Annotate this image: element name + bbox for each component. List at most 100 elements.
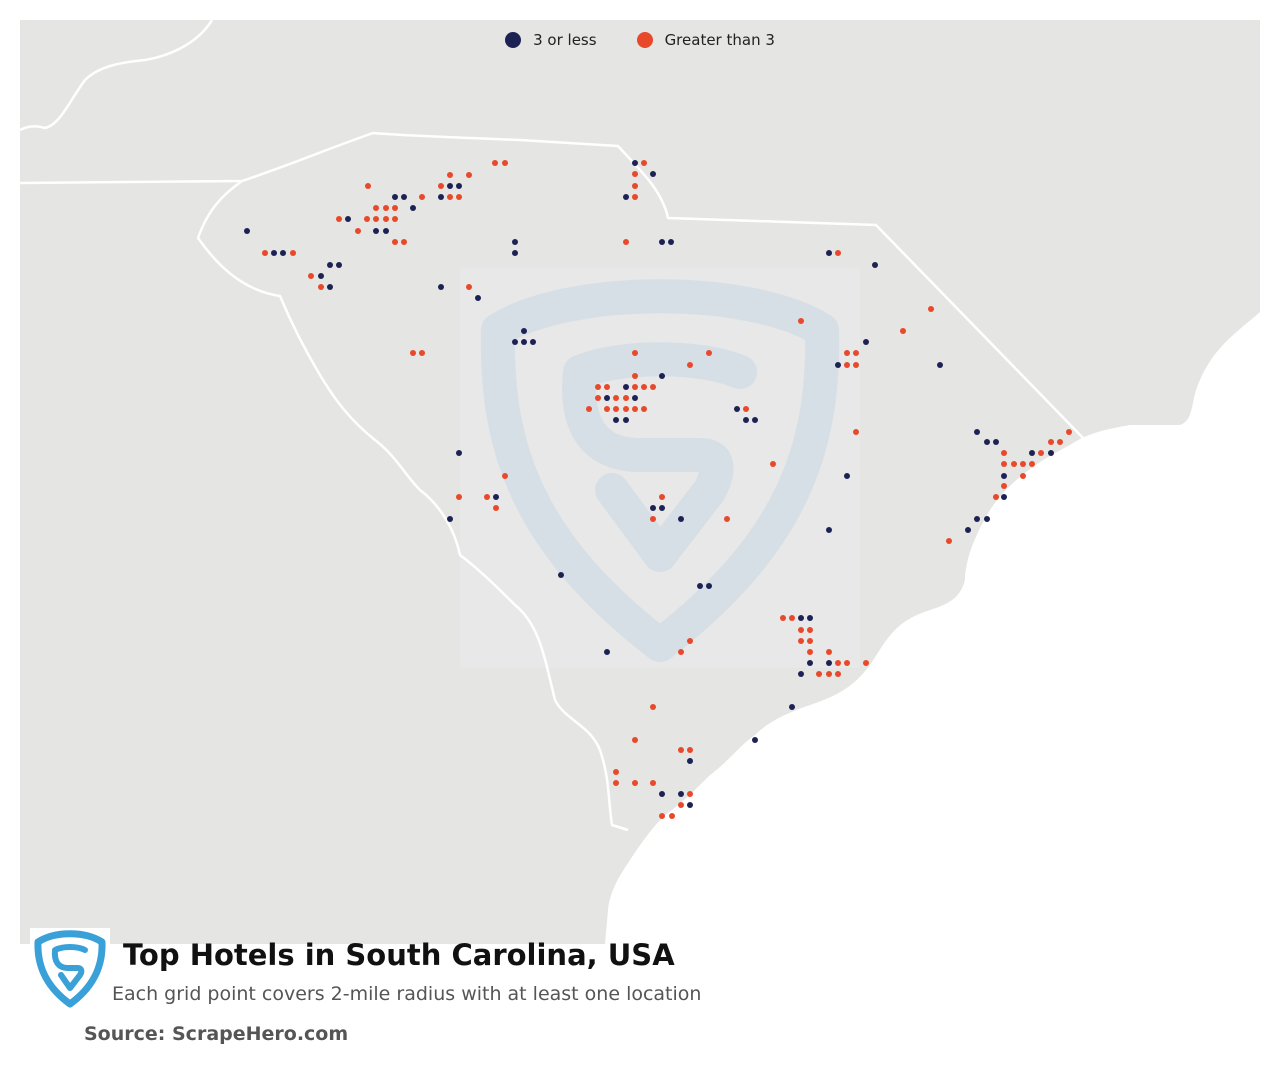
- grid-point-high: [502, 473, 508, 479]
- grid-point-high: [770, 461, 776, 467]
- grid-point-high: [1066, 429, 1072, 435]
- grid-point-high: [392, 239, 398, 245]
- grid-point-low: [447, 183, 453, 189]
- grid-point-high: [466, 172, 472, 178]
- legend-label-low: 3 or less: [533, 31, 597, 49]
- grid-point-high: [623, 239, 629, 245]
- grid-point-low: [798, 615, 804, 621]
- grid-point-high: [336, 216, 342, 222]
- grid-point-high: [724, 516, 730, 522]
- grid-point-low: [1048, 450, 1054, 456]
- grid-point-high: [1020, 461, 1026, 467]
- state-borders: [19, 19, 1086, 832]
- grid-point-low: [678, 791, 684, 797]
- grid-point-high: [807, 627, 813, 633]
- grid-point-high: [410, 350, 416, 356]
- grid-point-low: [872, 262, 878, 268]
- grid-point-high: [706, 350, 712, 356]
- grid-point-low: [632, 160, 638, 166]
- grid-point-high: [826, 649, 832, 655]
- grid-point-high: [641, 406, 647, 412]
- grid-point-low: [271, 250, 277, 256]
- grid-point-low: [410, 205, 416, 211]
- grid-point-high: [807, 638, 813, 644]
- grid-point-high: [1038, 450, 1044, 456]
- source-credit: Source: ScrapeHero.com: [84, 1023, 349, 1045]
- grid-point-low: [659, 373, 665, 379]
- grid-point-high: [613, 395, 619, 401]
- legend-dot-low: [505, 32, 522, 48]
- grid-point-high: [318, 284, 324, 290]
- grid-point-high: [623, 395, 629, 401]
- grid-point-high: [632, 350, 638, 356]
- grid-point-high: [438, 183, 444, 189]
- grid-point-low: [984, 439, 990, 445]
- grid-point-low: [521, 339, 527, 345]
- grid-point-low: [697, 583, 703, 589]
- grid-point-high: [456, 494, 462, 500]
- grid-point-low: [993, 439, 999, 445]
- grid-point-low: [373, 228, 379, 234]
- grid-point-high: [835, 671, 841, 677]
- grid-point-low: [345, 216, 351, 222]
- grid-point-high: [863, 660, 869, 666]
- grid-point-low: [327, 284, 333, 290]
- grid-point-high: [447, 172, 453, 178]
- grid-point-high: [826, 671, 832, 677]
- grid-point-low: [383, 228, 389, 234]
- grid-point-high: [687, 638, 693, 644]
- grid-point-low: [456, 183, 462, 189]
- grid-point-low: [826, 527, 832, 533]
- grid-point-high: [650, 516, 656, 522]
- grid-point-high: [1001, 461, 1007, 467]
- grid-point-high: [401, 239, 407, 245]
- grid-point-low: [798, 671, 804, 677]
- legend-item-high: Greater than 3: [636, 31, 775, 49]
- grid-point-low: [447, 516, 453, 522]
- grid-point-high: [456, 194, 462, 200]
- grid-point-high: [687, 747, 693, 753]
- grid-point-high: [844, 350, 850, 356]
- grid-point-high: [687, 791, 693, 797]
- grid-point-high: [844, 660, 850, 666]
- grid-point-high: [613, 406, 619, 412]
- grid-point-high: [604, 384, 610, 390]
- grid-point-high: [853, 362, 859, 368]
- grid-point-high: [1001, 483, 1007, 489]
- grid-point-high: [632, 183, 638, 189]
- grid-point-high: [789, 615, 795, 621]
- grid-point-high: [586, 406, 592, 412]
- grid-point-high: [595, 384, 601, 390]
- grid-point-low: [456, 450, 462, 456]
- grid-point-high: [678, 747, 684, 753]
- grid-point-low: [438, 284, 444, 290]
- grid-point-high: [493, 505, 499, 511]
- legend-label-high: Greater than 3: [664, 31, 775, 49]
- map-title: Top Hotels in South Carolina, USA: [123, 938, 675, 972]
- grid-point-high: [492, 160, 498, 166]
- grid-point-high: [632, 780, 638, 786]
- grid-point-high: [641, 384, 647, 390]
- grid-point-low: [401, 194, 407, 200]
- grid-point-high: [604, 406, 610, 412]
- grid-point-high: [373, 216, 379, 222]
- grid-point-high: [308, 273, 314, 279]
- grid-point-high: [650, 704, 656, 710]
- scrapehero-shield-logo: [30, 928, 110, 1008]
- grid-point-high: [364, 216, 370, 222]
- grid-point-high: [447, 194, 453, 200]
- grid-point-low: [743, 417, 749, 423]
- grid-point-high: [613, 769, 619, 775]
- grid-point-low: [659, 239, 665, 245]
- grid-point-high: [807, 649, 813, 655]
- grid-point-high: [632, 384, 638, 390]
- grid-point-high: [383, 205, 389, 211]
- grid-point-high: [1011, 461, 1017, 467]
- grid-point-low: [392, 194, 398, 200]
- grid-point-high: [595, 395, 601, 401]
- grid-point-high: [687, 362, 693, 368]
- grid-point-high: [844, 362, 850, 368]
- grid-point-high: [946, 538, 952, 544]
- grid-point-high: [835, 660, 841, 666]
- grid-point-low: [706, 583, 712, 589]
